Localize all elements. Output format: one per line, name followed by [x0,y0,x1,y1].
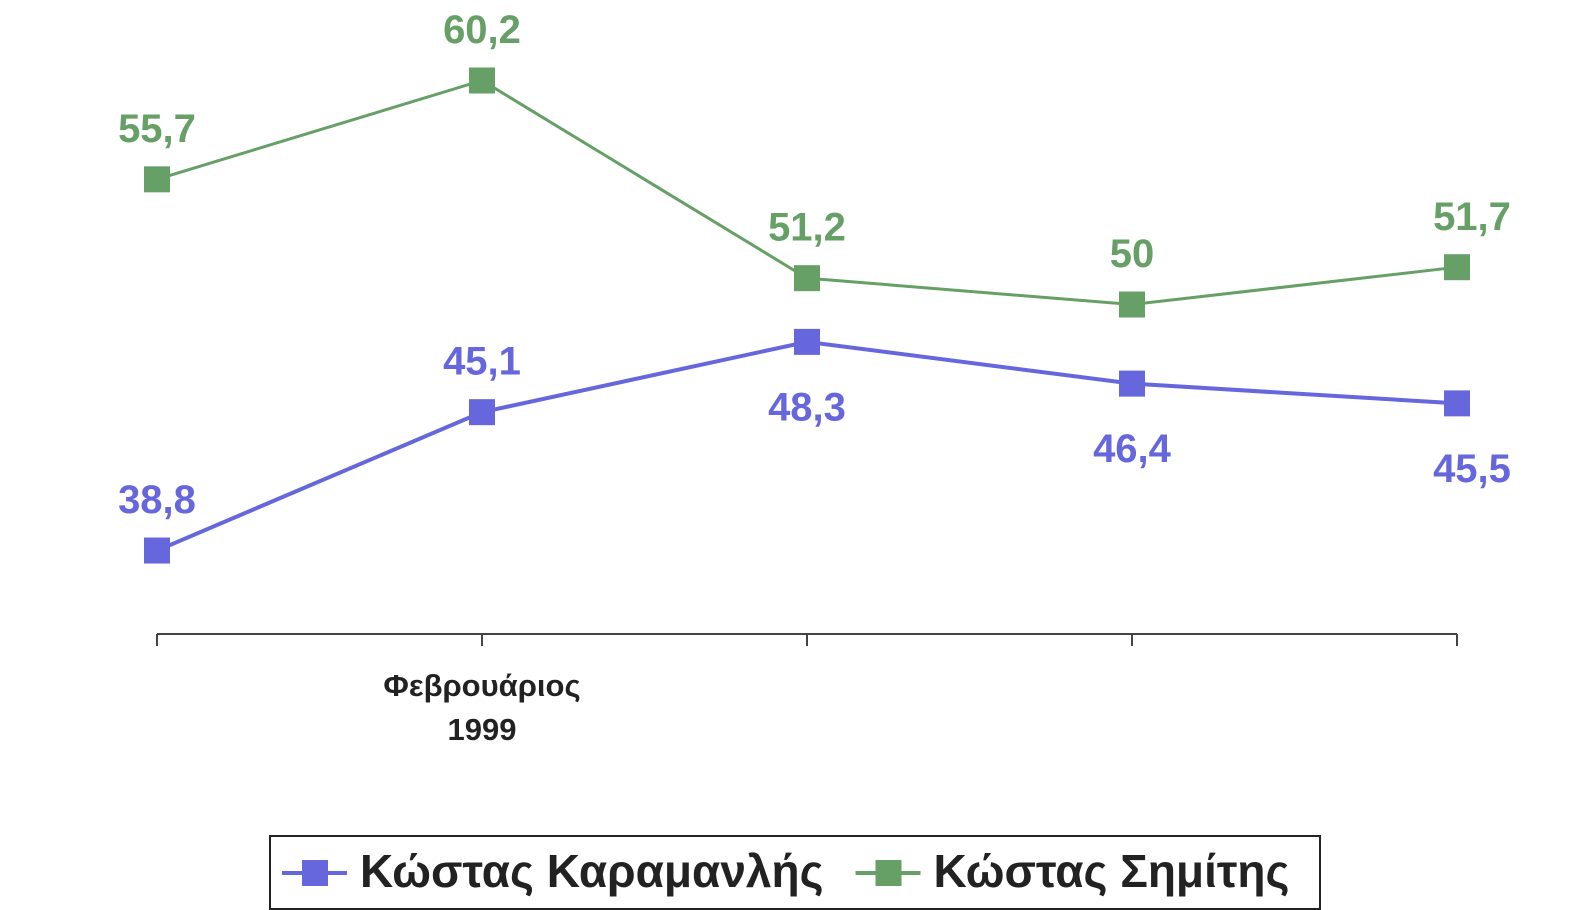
legend-label: Κώστας Σημίτης [934,845,1290,897]
data-label: 48,3 [768,385,846,429]
marker [1444,254,1470,281]
x-tick-label: Φεβρουάριος 1999 [383,668,580,747]
marker [1119,370,1145,397]
data-label: 51,7 [1433,195,1511,239]
data-label: 38,8 [118,478,196,522]
data-label: 50 [1110,232,1155,276]
data-label: 60,2 [443,8,521,52]
marker [144,537,170,564]
legend-box [269,835,1321,910]
marker [469,67,495,94]
legend-marker [875,860,902,886]
marker [144,166,170,193]
x-tick-label-line: Φεβρουάριος [383,668,580,703]
marker [469,399,495,426]
data-label: 55,7 [118,107,196,151]
marker [794,328,820,355]
data-label: 46,4 [1093,427,1172,471]
data-label: 51,2 [768,206,846,250]
legend-marker [302,860,328,886]
marker [794,265,820,292]
data-label: 45,5 [1433,447,1511,491]
marker [1119,291,1145,318]
legend-label: Κώστας Καραμανλής [360,845,824,897]
series-line [156,339,1458,553]
marker [1444,390,1470,417]
data-label: 45,1 [443,340,521,384]
x-tick-label-line: 1999 [448,712,517,747]
